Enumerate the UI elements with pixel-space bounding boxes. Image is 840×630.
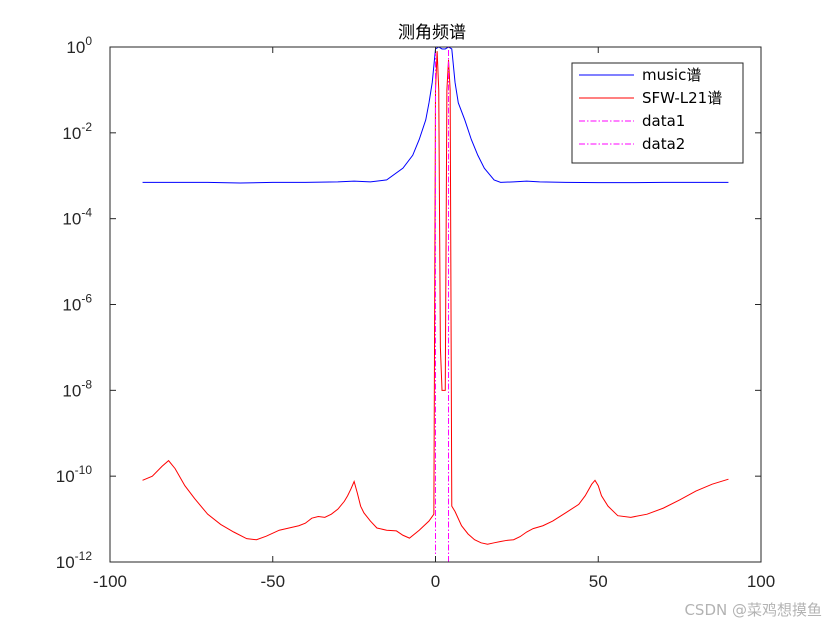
y-tick-label: 10-4: [62, 206, 92, 229]
x-tick-label: -100: [93, 572, 127, 591]
legend-label: data1: [642, 112, 685, 130]
y-tick-label: 10-12: [56, 549, 93, 572]
y-tick-label: 10-10: [56, 463, 93, 486]
x-tick-label: 50: [589, 572, 608, 591]
legend-label: SFW-L21谱: [642, 89, 722, 107]
x-tick-label: 0: [431, 572, 440, 591]
legend-box: [571, 62, 744, 164]
y-tick-label: 10-8: [62, 377, 92, 400]
y-tick-label: 100: [66, 34, 92, 57]
y-tick-label: 10-2: [62, 120, 92, 143]
series-line-0: [142, 47, 729, 184]
watermark: CSDN @菜鸡想摸鱼: [684, 601, 822, 619]
series-line-1: [142, 51, 729, 545]
series-layer: [142, 47, 729, 562]
legend: music谱 SFW-L21谱 data1 data2: [571, 62, 744, 164]
x-tick-label: 100: [747, 572, 775, 591]
x-tick-label: -50: [260, 572, 285, 591]
y-axis: 100 10-2 10-4 10-6 10-8 10-10 10-12: [56, 34, 761, 572]
legend-label: data2: [642, 135, 685, 153]
chart-title: 测角频谱: [398, 23, 466, 43]
y-tick-label: 10-6: [62, 292, 92, 315]
x-axis: -100 -50 0 50 100: [93, 47, 775, 591]
legend-label: music谱: [642, 66, 701, 84]
